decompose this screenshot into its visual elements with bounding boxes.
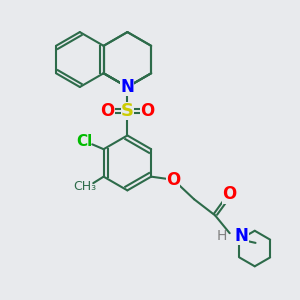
- Text: O: O: [166, 171, 180, 189]
- Text: O: O: [140, 102, 154, 120]
- Text: O: O: [223, 185, 237, 203]
- Text: H: H: [217, 229, 227, 243]
- Text: N: N: [120, 78, 134, 96]
- Text: Cl: Cl: [76, 134, 92, 148]
- Text: S: S: [121, 102, 134, 120]
- Text: CH₃: CH₃: [73, 180, 96, 193]
- Text: O: O: [100, 102, 115, 120]
- Text: N: N: [235, 227, 248, 245]
